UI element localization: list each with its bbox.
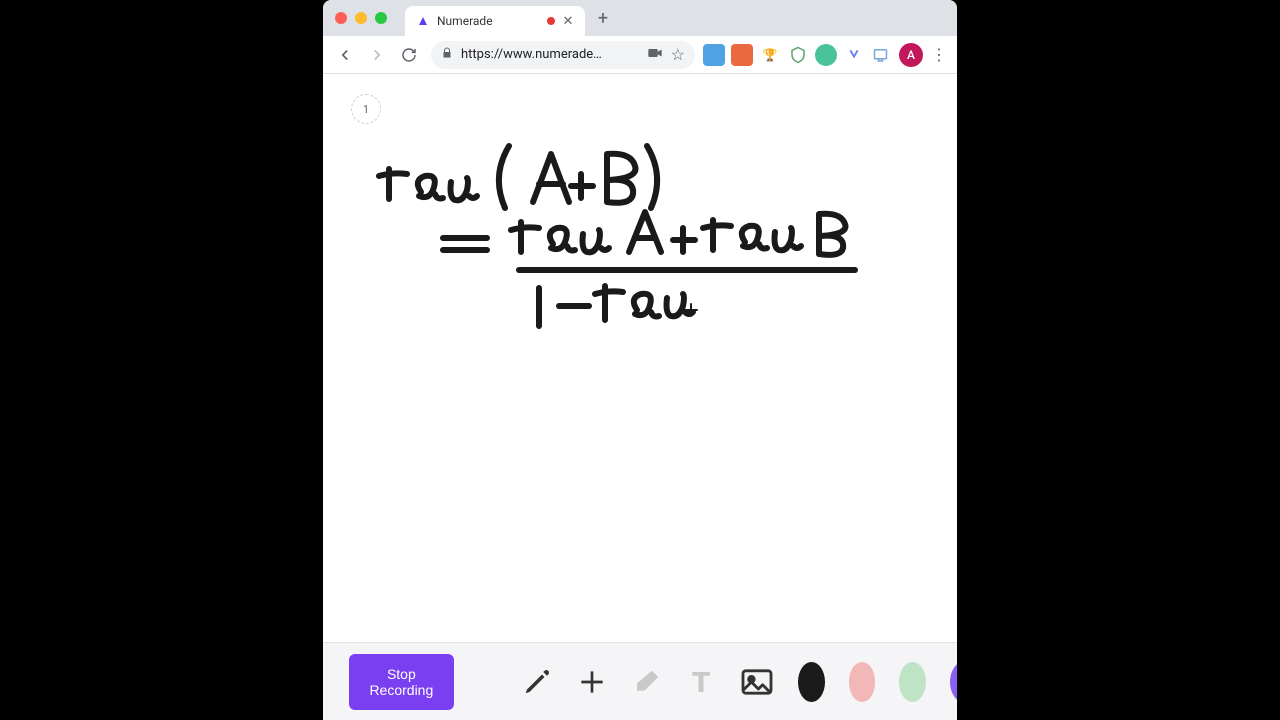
browser-tab[interactable]: Numerade ✕ <box>405 6 585 36</box>
extension-icon-3[interactable]: 🏆 <box>759 44 781 66</box>
image-tool-icon[interactable] <box>740 663 774 701</box>
bookmark-star-icon[interactable]: ☆ <box>671 45 685 64</box>
avatar-letter: A <box>907 48 915 62</box>
tab-strip: Numerade ✕ + <box>323 0 957 36</box>
traffic-lights <box>335 12 387 24</box>
address-bar[interactable]: https://www.numerade… ☆ <box>431 41 695 69</box>
text-tool-icon[interactable] <box>686 663 716 701</box>
drawing-toolbar: Stop Recording <box>323 642 957 720</box>
page-content: 1 Stop Recording <box>323 74 957 720</box>
handwriting-canvas[interactable] <box>323 74 957 634</box>
add-tool-icon[interactable] <box>576 663 608 701</box>
tab-favicon-icon <box>415 13 431 29</box>
url-text: https://www.numerade… <box>461 47 639 62</box>
window-maximize-button[interactable] <box>375 12 387 24</box>
recording-indicator-icon <box>547 17 555 25</box>
window-close-button[interactable] <box>335 12 347 24</box>
color-black[interactable] <box>798 662 825 702</box>
window-minimize-button[interactable] <box>355 12 367 24</box>
back-button[interactable] <box>331 41 359 69</box>
lock-icon <box>441 47 453 63</box>
extension-icon-6[interactable] <box>843 44 865 66</box>
stop-recording-button[interactable]: Stop Recording <box>349 654 454 710</box>
forward-button[interactable] <box>363 41 391 69</box>
browser-menu-button[interactable]: ⋮ <box>929 45 949 64</box>
extension-icon-7[interactable] <box>871 44 893 66</box>
tab-title: Numerade <box>437 14 541 28</box>
extension-icon-1[interactable] <box>703 44 725 66</box>
browser-window: Numerade ✕ + https://www.numerade… ☆ <box>323 0 957 720</box>
color-purple[interactable] <box>950 662 957 702</box>
tab-close-button[interactable]: ✕ <box>561 14 575 28</box>
pen-tool-icon[interactable] <box>522 663 552 701</box>
browser-toolbar: https://www.numerade… ☆ 🏆 A ⋮ <box>323 36 957 74</box>
extension-icon-2[interactable] <box>731 44 753 66</box>
color-pink[interactable] <box>849 662 876 702</box>
extension-icon-5[interactable] <box>815 44 837 66</box>
reload-button[interactable] <box>395 41 423 69</box>
extension-icon-4[interactable] <box>787 44 809 66</box>
extension-icons: 🏆 A ⋮ <box>703 43 949 67</box>
profile-avatar[interactable]: A <box>899 43 923 67</box>
new-tab-button[interactable]: + <box>591 8 615 29</box>
color-green[interactable] <box>899 662 926 702</box>
eraser-tool-icon[interactable] <box>632 663 662 701</box>
camera-icon[interactable] <box>647 46 663 64</box>
